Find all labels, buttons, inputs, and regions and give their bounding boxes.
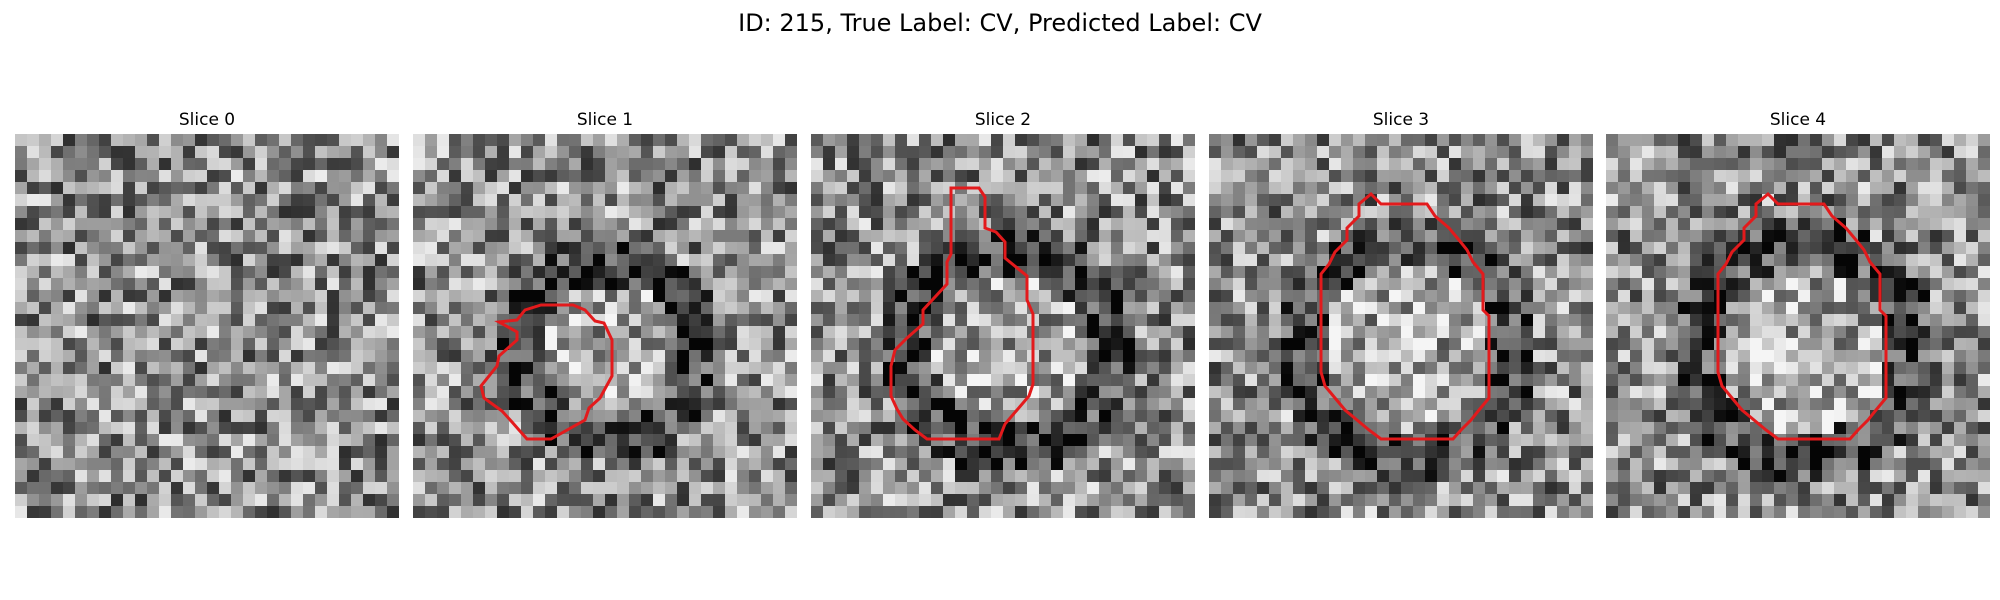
slice-image: [1209, 134, 1593, 518]
slice-panel-3: Slice 3: [1209, 108, 1593, 518]
figure-title: ID: 215, True Label: CV, Predicted Label…: [738, 9, 1262, 37]
slice-image: [413, 134, 797, 518]
slice-image: [1606, 134, 1990, 518]
slice-panel-0: Slice 0: [15, 108, 399, 518]
slice-image: [811, 134, 1195, 518]
slice-panel-4: Slice 4: [1606, 108, 1990, 518]
slice-title: Slice 4: [1769, 110, 1827, 130]
segmentation-contour: [1319, 191, 1491, 441]
slice-title: Slice 0: [178, 110, 236, 130]
slice-title: Slice 3: [1372, 110, 1430, 130]
slice-panel-1: Slice 1: [413, 108, 797, 518]
segmentation-contour: [479, 303, 614, 441]
segmentation-contour: [889, 186, 1035, 441]
slice-image: [15, 134, 399, 518]
slice-title: Slice 2: [974, 110, 1032, 130]
slice-title: Slice 1: [576, 110, 634, 130]
segmentation-contour: [1716, 191, 1888, 441]
slice-panel-2: Slice 2: [811, 108, 1195, 518]
